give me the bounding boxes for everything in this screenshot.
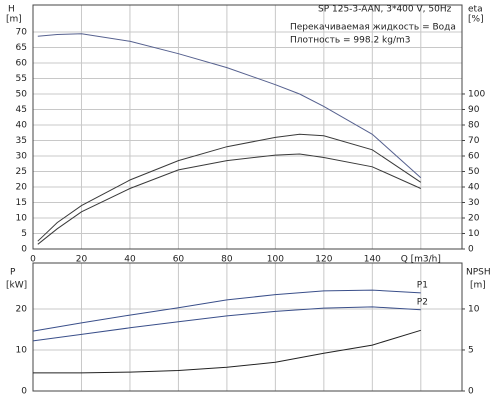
curve [37,133,422,242]
plot-frame [32,262,463,392]
annotation: Перекачиваемая жидкость = Вода [290,23,456,33]
x-tick-label: 60 [173,255,185,265]
y-tick-label: 50 [16,89,28,99]
curve [37,33,422,179]
y-tick-label: 25 [16,167,27,177]
series-label: P2 [417,297,428,307]
y-tick-label: 70 [16,27,28,37]
y2-tick-label: 90 [468,105,480,115]
y-tick-label: 65 [16,43,27,53]
axis-label: P [10,268,16,278]
y2-tick-label: 5 [468,345,474,355]
y2-tick-label: 40 [468,182,480,192]
y2-tick-label: 50 [468,167,480,177]
y-tick-label: 55 [16,74,27,84]
y-tick-label: 60 [16,58,28,68]
y-tick-label: 15 [16,198,27,208]
y-tick-label: 45 [16,105,27,115]
axis-label: H [8,5,15,15]
y-tick-label: 0 [21,245,27,255]
y-tick-label: 40 [16,120,28,130]
x-tick-label: 20 [76,255,88,265]
y-tick-label: 20 [16,182,28,192]
curve [37,153,422,245]
x-tick-label: 100 [267,255,284,265]
axis-label: [kW] [6,281,27,291]
annotation: Плотность = 998.2 kg/m3 [290,36,411,46]
axis-label: [m] [470,281,486,291]
axis-label: [m] [6,15,22,25]
plot-frame [32,4,463,250]
y-tick-label: 20 [16,304,28,314]
x-tick-label: 80 [221,255,233,265]
x-tick-label: 0 [30,255,36,265]
curve [32,306,421,342]
y2-tick-label: 60 [468,151,480,161]
y2-tick-label: 70 [468,136,480,146]
y2-tick-label: 20 [468,213,480,223]
x-tick-label: Q [m3/h] [401,255,441,265]
y-tick-label: 10 [16,345,28,355]
axis-label: NPSH [466,268,491,278]
axis-label: eta [468,5,483,15]
y-tick-label: 0 [21,387,27,397]
x-tick-label: 140 [364,255,381,265]
y2-tick-label: 100 [468,89,485,99]
y2-tick-label: 0 [468,387,474,397]
y-tick-label: 10 [16,213,28,223]
series-label: P1 [417,280,428,290]
y-tick-label: 35 [16,136,27,146]
x-tick-label: 120 [315,255,332,265]
curve [33,329,421,374]
y2-tick-label: 0 [468,245,474,255]
x-tick-label: 40 [124,255,136,265]
y2-tick-label: 10 [468,229,480,239]
y-tick-label: 30 [16,151,28,161]
curve [32,289,421,332]
y2-tick-label: 10 [468,304,480,314]
y2-tick-label: 80 [468,120,480,130]
annotation: SP 125-3-AAN, 3*400 V, 50Hz [318,5,452,15]
y2-tick-label: 30 [468,198,480,208]
axis-label: [%] [468,15,484,25]
y-tick-label: 5 [21,229,27,239]
